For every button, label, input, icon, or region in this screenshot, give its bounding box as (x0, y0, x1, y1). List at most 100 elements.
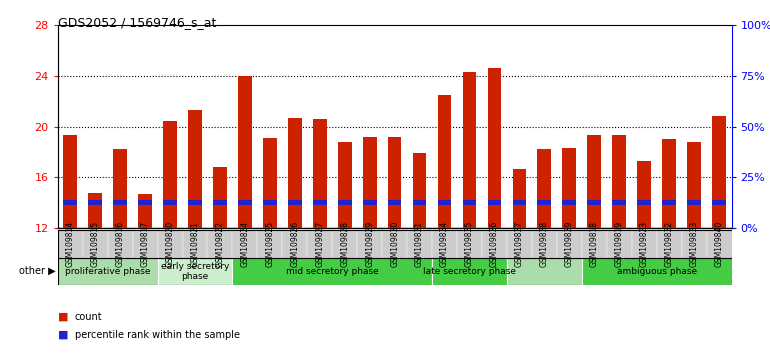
Bar (313, 200, 326, 205)
Bar (313, 119, 326, 228)
Bar (631, 230, 657, 258)
Text: mid secretory phase: mid secretory phase (286, 267, 379, 276)
Bar (562, 148, 576, 228)
Bar (457, 230, 482, 258)
Bar (687, 200, 701, 205)
Bar (233, 230, 257, 258)
Text: ■: ■ (58, 312, 69, 322)
Bar (89, 193, 102, 228)
Bar (207, 230, 233, 258)
Bar (507, 230, 532, 258)
Text: GSM109816: GSM109816 (116, 221, 125, 267)
Bar (238, 76, 252, 228)
Bar (487, 200, 501, 205)
Text: GDS2052 / 1569746_s_at: GDS2052 / 1569746_s_at (58, 16, 216, 29)
Bar (89, 200, 102, 205)
Bar (58, 258, 158, 285)
Bar (657, 230, 681, 258)
Bar (413, 153, 427, 228)
Bar (562, 200, 576, 205)
Bar (213, 167, 227, 228)
Bar (532, 230, 557, 258)
Text: GSM109818: GSM109818 (590, 221, 599, 267)
Text: GSM109826: GSM109826 (290, 221, 300, 267)
Bar (507, 258, 582, 285)
Bar (82, 230, 108, 258)
Bar (382, 230, 407, 258)
Bar (662, 200, 676, 205)
Bar (139, 194, 152, 228)
Bar (357, 230, 382, 258)
Bar (158, 258, 233, 285)
Bar (213, 200, 227, 205)
Text: GSM109840: GSM109840 (715, 221, 724, 267)
Bar (288, 200, 302, 205)
Bar (283, 230, 307, 258)
Text: GSM109835: GSM109835 (465, 221, 474, 267)
Bar (513, 169, 526, 228)
Bar (238, 200, 252, 205)
Bar (113, 200, 127, 205)
Text: late secretory phase: late secretory phase (423, 267, 516, 276)
Text: GSM109836: GSM109836 (490, 221, 499, 267)
Bar (413, 200, 427, 205)
Bar (163, 121, 177, 228)
Bar (113, 149, 127, 228)
Bar (132, 230, 158, 258)
Text: GSM109824: GSM109824 (240, 221, 249, 267)
Bar (407, 230, 432, 258)
Bar (537, 200, 551, 205)
Bar (463, 72, 477, 228)
Bar (257, 230, 283, 258)
Text: GSM109828: GSM109828 (340, 221, 350, 267)
Bar (612, 200, 626, 205)
Bar (707, 230, 732, 258)
Bar (363, 200, 377, 205)
Bar (158, 230, 182, 258)
Text: GSM109838: GSM109838 (540, 221, 549, 267)
Text: GSM109819: GSM109819 (614, 221, 624, 267)
Bar (582, 258, 732, 285)
Text: early secretory
phase: early secretory phase (161, 262, 229, 281)
Text: GSM109832: GSM109832 (665, 221, 674, 267)
Bar (582, 230, 607, 258)
Bar (588, 200, 601, 205)
Text: ambiguous phase: ambiguous phase (617, 267, 697, 276)
Bar (432, 230, 457, 258)
Text: GSM109827: GSM109827 (315, 221, 324, 267)
Bar (437, 200, 451, 205)
Bar (388, 200, 401, 205)
Bar (607, 230, 631, 258)
Bar (58, 230, 82, 258)
Text: GSM109823: GSM109823 (640, 221, 648, 267)
Text: GSM109829: GSM109829 (365, 221, 374, 267)
Bar (687, 142, 701, 228)
Bar (108, 230, 132, 258)
Text: GSM109834: GSM109834 (440, 221, 449, 267)
Text: ■: ■ (58, 330, 69, 339)
Text: GSM109837: GSM109837 (515, 221, 524, 267)
Bar (363, 137, 377, 228)
Text: GSM109833: GSM109833 (690, 221, 698, 267)
Bar (163, 200, 177, 205)
Text: proliferative phase: proliferative phase (65, 267, 150, 276)
Bar (263, 200, 276, 205)
Bar (338, 142, 352, 228)
Bar (58, 258, 732, 285)
Text: GSM109817: GSM109817 (141, 221, 149, 267)
Text: GSM109825: GSM109825 (266, 221, 274, 267)
Bar (63, 200, 77, 205)
Bar (638, 200, 651, 205)
Text: GSM109821: GSM109821 (190, 221, 199, 267)
Bar (662, 139, 676, 228)
Text: GSM109822: GSM109822 (216, 221, 224, 267)
Text: count: count (75, 312, 102, 322)
Text: other ▶: other ▶ (18, 266, 55, 276)
Bar (537, 149, 551, 228)
Bar (188, 110, 202, 228)
Bar (388, 137, 401, 228)
Text: GSM109839: GSM109839 (565, 221, 574, 267)
Bar (588, 136, 601, 228)
Bar (681, 230, 707, 258)
Bar (712, 116, 726, 228)
